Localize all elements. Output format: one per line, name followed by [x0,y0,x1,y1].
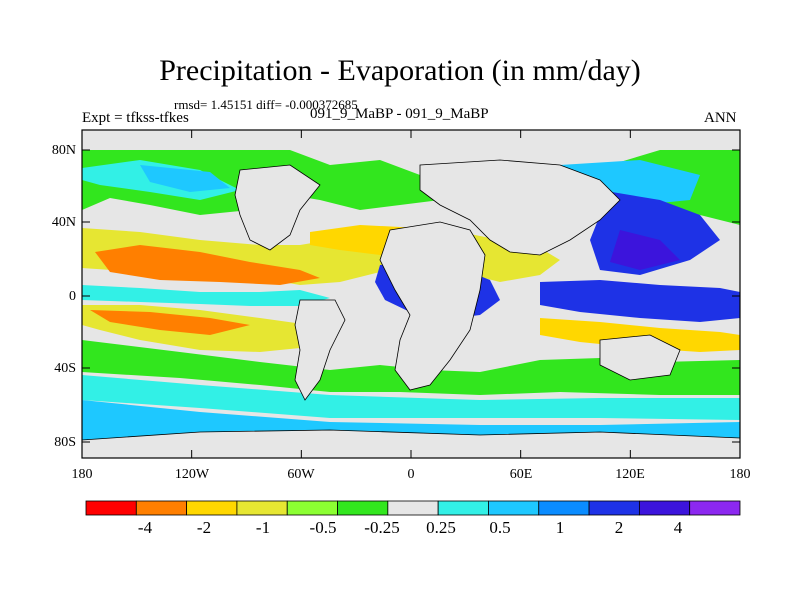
region-gold-south-pacific [540,318,740,352]
region-orange-north [95,245,320,285]
colorbar-swatch [488,500,540,516]
land-south-america [294,299,346,401]
colorbar-swatch [387,500,439,516]
lon-tick-label: 0 [408,467,415,482]
season-label: ANN [704,110,737,126]
region-blue-nw [140,165,230,192]
region-cyan-equator [82,285,330,306]
rmsd-diff-stats: rmsd= 1.45151 diff= -0.000372685 [174,97,358,112]
land-eurasia [419,159,621,256]
colorbar-label: 2 [615,518,624,537]
land-antarctica [82,429,740,458]
colorbar-label: -4 [138,518,153,537]
land-africa [379,221,486,391]
colorbar-swatch [638,500,691,516]
region-cyan-south [82,375,740,420]
lon-tick-label: 120W [175,467,210,482]
plot-title: Precipitation - Evaporation (in mm/day) [159,54,641,87]
axis-ticks [81,130,741,458]
colorbar [85,500,741,516]
colorbar-swatch [135,500,188,516]
colorbar-label: 4 [674,518,683,537]
region-violet-ne [610,230,680,270]
land-north-america [234,164,321,251]
lon-tick-label: 180 [730,467,751,482]
colorbar-label: -1 [256,518,270,537]
contour-field [82,130,740,458]
colorbar-swatch [286,500,338,516]
lat-tick-label: 80S [54,435,76,450]
colorbar-label: -0.25 [364,518,399,537]
colorbar-label: 1 [556,518,565,537]
region-green-south [82,340,740,395]
colorbar-swatch [186,500,238,516]
lat-tick-label: 0 [69,289,76,304]
colorbar-swatch [538,500,590,516]
region-blue-ne [560,160,700,205]
colorbar-label: 0.5 [489,518,510,537]
lon-tick-label: 180 [72,467,93,482]
lon-tick-label: 60W [287,467,315,482]
colorbar-swatch [85,500,137,516]
colorbar-swatch [437,500,489,516]
region-blue-equator-pacific [540,280,740,322]
colorbar-swatch [588,500,640,516]
lat-tick-label: 40N [52,215,76,230]
colorbar-label: 0.25 [426,518,456,537]
experiment-label: Expt = tfkss-tfkes [82,110,189,126]
lat-tick-label: 80N [52,143,76,158]
region-orange-south [90,310,250,335]
colorbar-swatch [337,500,389,516]
lat-tick-label: 40S [54,361,76,376]
case-names: 091_9_MaBP - 091_9_MaBP [310,106,489,122]
colorbar-swatch [689,500,741,516]
lon-tick-label: 60E [510,467,533,482]
colorbar-swatch [236,500,288,516]
land-australia [599,334,681,381]
colorbar-label: -0.5 [310,518,337,537]
colorbar-label: -2 [197,518,211,537]
lon-tick-label: 120E [615,467,645,482]
